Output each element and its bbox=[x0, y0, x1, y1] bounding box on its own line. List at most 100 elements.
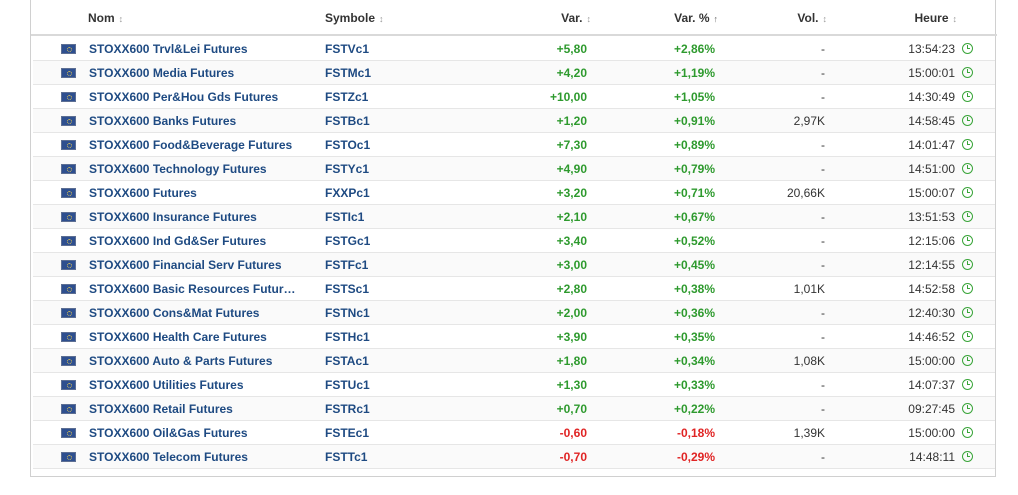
change-percent: +0,91% bbox=[673, 114, 715, 128]
instrument-name-link[interactable]: STOXX600 Food&Beverage Futures bbox=[89, 138, 293, 152]
futures-table: Nom ↕ Symbole ↕ Var. ↕ Var. % ↑ Vol. ↕ Heure ↕… bbox=[30, 0, 997, 477]
eu-flag-icon bbox=[61, 404, 76, 414]
table-row: STOXX600 Banks Futures FSTBc1 +1,20 +0,91% 2… bbox=[33, 109, 995, 133]
symbol-link[interactable]: FSTEc1 bbox=[325, 426, 370, 440]
instrument-name-link[interactable]: STOXX600 Basic Resources Futur… bbox=[89, 282, 296, 296]
time-value: 14:30:49 bbox=[908, 90, 955, 104]
symbol-link[interactable]: FSTYc1 bbox=[325, 162, 370, 176]
instrument-name-link[interactable]: STOXX600 Banks Futures bbox=[89, 114, 237, 128]
time-value: 14:01:47 bbox=[908, 138, 955, 152]
eu-flag-icon bbox=[61, 212, 76, 222]
instrument-name-link[interactable]: STOXX600 Telecom Futures bbox=[89, 450, 248, 464]
symbol-link[interactable]: FSTTc1 bbox=[325, 450, 368, 464]
symbol-link[interactable]: FSTUc1 bbox=[325, 378, 370, 392]
symbol-link[interactable]: FSTFc1 bbox=[325, 258, 369, 272]
volume-value: - bbox=[821, 90, 825, 104]
volume-value: - bbox=[821, 330, 825, 344]
symbol-link[interactable]: FSTZc1 bbox=[325, 90, 369, 104]
change-percent: +0,38% bbox=[673, 282, 715, 296]
symbol-link[interactable]: FSTOc1 bbox=[325, 138, 371, 152]
instrument-name-link[interactable]: STOXX600 Retail Futures bbox=[89, 402, 233, 416]
clock-icon bbox=[962, 355, 973, 366]
volume-value: 1,08K bbox=[793, 354, 825, 368]
change-value: -0,60 bbox=[559, 426, 587, 440]
change-percent: +0,45% bbox=[673, 258, 715, 272]
eu-flag-icon bbox=[61, 380, 76, 390]
table-row: STOXX600 Basic Resources Futur… FSTSc1 +2,… bbox=[33, 277, 995, 301]
column-header-name[interactable]: Nom ↕ bbox=[88, 11, 124, 25]
change-percent: +0,36% bbox=[673, 306, 715, 320]
sort-icon: ↕ bbox=[586, 14, 592, 24]
instrument-name-link[interactable]: STOXX600 Ind Gd&Ser Futures bbox=[89, 234, 267, 248]
clock-icon bbox=[962, 307, 973, 318]
symbol-link[interactable]: FSTIc1 bbox=[325, 210, 365, 224]
symbol-link[interactable]: FXXPc1 bbox=[325, 186, 370, 200]
change-value: +5,80 bbox=[556, 42, 587, 56]
table-row: STOXX600 Retail Futures FSTRc1 +0,70 +0,22%… bbox=[33, 397, 995, 421]
symbol-link[interactable]: FSTBc1 bbox=[325, 114, 370, 128]
instrument-name-link[interactable]: STOXX600 Media Futures bbox=[89, 66, 235, 80]
instrument-name-link[interactable]: STOXX600 Technology Futures bbox=[89, 162, 267, 176]
volume-value: - bbox=[821, 66, 825, 80]
instrument-name-link[interactable]: STOXX600 Health Care Futures bbox=[89, 330, 267, 344]
clock-icon bbox=[962, 379, 973, 390]
change-value: +3,20 bbox=[556, 186, 587, 200]
eu-flag-icon bbox=[61, 284, 76, 294]
change-percent: +1,19% bbox=[673, 66, 715, 80]
column-header-var-pct[interactable]: Var. % ↑ bbox=[674, 11, 718, 25]
volume-value: - bbox=[821, 258, 825, 272]
volume-value: - bbox=[821, 450, 825, 464]
clock-icon bbox=[962, 427, 973, 438]
clock-icon bbox=[962, 91, 973, 102]
change-value: +3,00 bbox=[556, 258, 587, 272]
eu-flag-icon bbox=[61, 68, 76, 78]
change-percent: +0,67% bbox=[673, 210, 715, 224]
symbol-link[interactable]: FSTGc1 bbox=[325, 234, 371, 248]
table-row: STOXX600 Health Care Futures FSTHc1 +3,90 +… bbox=[33, 325, 995, 349]
instrument-name-link[interactable]: STOXX600 Oil&Gas Futures bbox=[89, 426, 248, 440]
sort-icon: ↕ bbox=[822, 14, 828, 24]
time-value: 15:00:00 bbox=[908, 426, 955, 440]
table-row: STOXX600 Insurance Futures FSTIc1 +2,10 +0,… bbox=[33, 205, 995, 229]
change-percent: +2,86% bbox=[673, 42, 715, 56]
eu-flag-icon bbox=[61, 236, 76, 246]
clock-icon bbox=[962, 331, 973, 342]
volume-value: - bbox=[821, 306, 825, 320]
clock-icon bbox=[962, 67, 973, 78]
change-value: +3,40 bbox=[556, 234, 587, 248]
table-row: STOXX600 Telecom Futures FSTTc1 -0,70 -0,29… bbox=[33, 445, 995, 469]
instrument-name-link[interactable]: STOXX600 Trvl&Lei Futures bbox=[89, 42, 248, 56]
column-header-var[interactable]: Var. ↕ bbox=[561, 11, 591, 25]
instrument-name-link[interactable]: STOXX600 Auto & Parts Futures bbox=[89, 354, 273, 368]
symbol-link[interactable]: FSTSc1 bbox=[325, 282, 370, 296]
change-percent: +0,35% bbox=[673, 330, 715, 344]
table-row: STOXX600 Media Futures FSTMc1 +4,20 +1,19% -… bbox=[33, 61, 995, 85]
symbol-link[interactable]: FSTNc1 bbox=[325, 306, 370, 320]
table-row: STOXX600 Technology Futures FSTYc1 +4,90 +0… bbox=[33, 157, 995, 181]
instrument-name-link[interactable]: STOXX600 Cons&Mat Futures bbox=[89, 306, 260, 320]
volume-value: - bbox=[821, 402, 825, 416]
column-header-vol[interactable]: Vol. ↕ bbox=[797, 11, 827, 25]
symbol-link[interactable]: FSTVc1 bbox=[325, 42, 370, 56]
volume-value: 1,39K bbox=[793, 426, 825, 440]
symbol-link[interactable]: FSTAc1 bbox=[325, 354, 369, 368]
clock-icon bbox=[962, 451, 973, 462]
volume-value: 20,66K bbox=[786, 186, 825, 200]
instrument-name-link[interactable]: STOXX600 Insurance Futures bbox=[89, 210, 257, 224]
instrument-name-link[interactable]: STOXX600 Futures bbox=[89, 186, 197, 200]
symbol-link[interactable]: FSTMc1 bbox=[325, 66, 372, 80]
symbol-link[interactable]: FSTRc1 bbox=[325, 402, 370, 416]
table-row: STOXX600 Ind Gd&Ser Futures FSTGc1 +3,40 +0… bbox=[33, 229, 995, 253]
eu-flag-icon bbox=[61, 308, 76, 318]
change-value: +2,00 bbox=[556, 306, 587, 320]
eu-flag-icon bbox=[61, 452, 76, 462]
sort-icon: ↕ bbox=[379, 14, 384, 24]
instrument-name-link[interactable]: STOXX600 Per&Hou Gds Futures bbox=[89, 90, 279, 104]
change-percent: +0,22% bbox=[673, 402, 715, 416]
instrument-name-link[interactable]: STOXX600 Financial Serv Futures bbox=[89, 258, 282, 272]
column-header-symbol[interactable]: Symbole ↕ bbox=[325, 11, 384, 25]
volume-value: - bbox=[821, 42, 825, 56]
instrument-name-link[interactable]: STOXX600 Utilities Futures bbox=[89, 378, 244, 392]
column-header-time[interactable]: Heure ↕ bbox=[914, 11, 957, 25]
symbol-link[interactable]: FSTHc1 bbox=[325, 330, 370, 344]
